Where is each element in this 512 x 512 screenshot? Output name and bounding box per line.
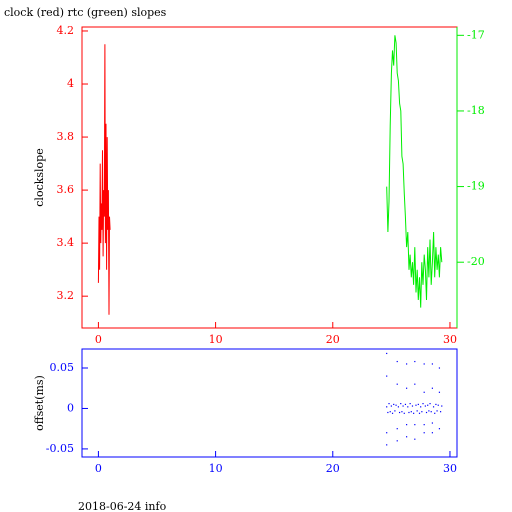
data-point bbox=[386, 406, 388, 408]
data-point bbox=[404, 403, 407, 406]
data-point bbox=[432, 406, 435, 408]
data-point bbox=[438, 367, 441, 369]
y2-tick-label: -17 bbox=[467, 28, 485, 41]
data-point bbox=[386, 444, 388, 446]
data-point bbox=[398, 411, 401, 414]
x-tick-label: 10 bbox=[209, 333, 223, 346]
data-point bbox=[422, 403, 424, 405]
x-tick-label: 30 bbox=[443, 333, 457, 346]
data-point bbox=[386, 432, 388, 434]
data-point bbox=[400, 403, 402, 405]
data-point bbox=[415, 404, 417, 406]
y-tick-label: -0.05 bbox=[46, 442, 74, 455]
data-point bbox=[438, 428, 441, 430]
data-point bbox=[414, 383, 416, 385]
y2-tick-label: -19 bbox=[467, 180, 485, 193]
data-point bbox=[431, 432, 433, 434]
y-tick-label: 3.6 bbox=[57, 183, 75, 196]
y-tick-label: 3.8 bbox=[57, 130, 75, 143]
data-point bbox=[396, 360, 398, 363]
y2-tick-label: -20 bbox=[467, 255, 485, 268]
data-point bbox=[406, 436, 408, 438]
data-point bbox=[408, 411, 410, 414]
y-axis-label: offset(ms) bbox=[33, 375, 46, 431]
plot-frame bbox=[81, 348, 458, 458]
data-point bbox=[402, 405, 404, 407]
data-point bbox=[401, 411, 403, 413]
data-point bbox=[414, 360, 416, 363]
data-line bbox=[386, 35, 443, 308]
data-point bbox=[423, 432, 425, 434]
y-tick-label: 0 bbox=[67, 401, 74, 414]
data-point bbox=[438, 391, 441, 393]
data-point bbox=[418, 412, 421, 414]
data-point bbox=[441, 405, 443, 407]
data-point bbox=[427, 404, 429, 406]
y-tick-label: 3.4 bbox=[57, 236, 75, 249]
x-tick-label: 20 bbox=[326, 333, 340, 346]
data-point bbox=[431, 363, 433, 365]
data-line bbox=[97, 44, 111, 315]
data-point bbox=[423, 363, 425, 365]
y-tick-label: 0.05 bbox=[50, 361, 75, 374]
data-point bbox=[411, 405, 414, 407]
footer: 2018-06-24 info bbox=[78, 500, 167, 512]
data-point bbox=[431, 387, 433, 389]
y2-tick-label: -18 bbox=[467, 104, 485, 117]
data-point bbox=[387, 411, 389, 414]
data-point bbox=[403, 412, 405, 414]
data-point bbox=[397, 406, 400, 408]
data-point bbox=[428, 410, 430, 412]
y-tick-label: 4.2 bbox=[57, 24, 75, 37]
data-point bbox=[391, 412, 394, 414]
data-point bbox=[420, 406, 422, 408]
x-tick-label: 10 bbox=[209, 462, 223, 475]
data-point bbox=[396, 383, 398, 385]
y-tick-label: 4 bbox=[67, 77, 74, 90]
x-tick-label: 20 bbox=[326, 462, 340, 475]
data-point bbox=[436, 410, 438, 412]
data-point bbox=[395, 404, 397, 406]
data-point bbox=[406, 363, 408, 365]
plot-frame bbox=[81, 26, 458, 329]
data-point bbox=[406, 424, 408, 426]
data-point bbox=[414, 438, 416, 440]
chart-title: clock (red) rtc (green) slopes bbox=[4, 6, 167, 19]
data-point bbox=[407, 406, 409, 408]
data-point bbox=[386, 375, 388, 377]
x-tick-label: 30 bbox=[443, 462, 457, 475]
data-point bbox=[389, 411, 391, 413]
data-point bbox=[430, 411, 432, 413]
data-point bbox=[434, 412, 436, 414]
data-point bbox=[423, 424, 425, 426]
data-point bbox=[388, 403, 390, 405]
x-tick-label: 0 bbox=[95, 462, 102, 475]
data-point bbox=[413, 412, 415, 414]
data-point bbox=[409, 403, 411, 405]
data-point bbox=[425, 411, 428, 414]
data-point bbox=[435, 403, 437, 406]
data-point bbox=[423, 391, 425, 393]
data-point bbox=[437, 404, 439, 406]
data-point bbox=[410, 411, 412, 413]
y-axis-label: clockslope bbox=[33, 148, 46, 206]
data-point bbox=[406, 387, 408, 389]
x-tick-label: 0 bbox=[95, 333, 102, 346]
data-point bbox=[439, 411, 442, 413]
data-point bbox=[396, 440, 398, 442]
data-point bbox=[429, 403, 431, 405]
data-point bbox=[414, 424, 416, 426]
data-point bbox=[421, 411, 423, 413]
data-point bbox=[390, 405, 392, 407]
data-point bbox=[416, 410, 418, 412]
data-point bbox=[424, 405, 426, 407]
data-point bbox=[431, 422, 433, 424]
data-point bbox=[394, 410, 396, 412]
y-tick-label: 3.2 bbox=[57, 289, 75, 302]
data-point bbox=[393, 403, 395, 406]
data-point bbox=[386, 352, 388, 355]
data-point bbox=[396, 428, 398, 430]
data-point bbox=[417, 403, 419, 406]
